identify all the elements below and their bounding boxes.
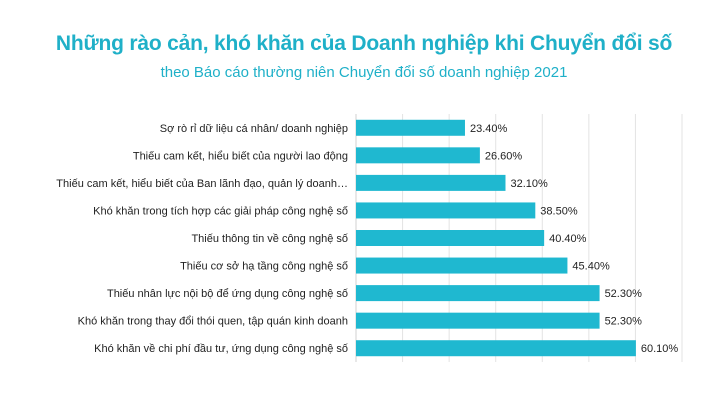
data-label: 38.50% — [540, 205, 578, 217]
bar — [356, 174, 506, 191]
data-label: 45.40% — [572, 261, 610, 273]
category-label: Khó khăn trong thay đổi thói quen, tập q… — [78, 316, 348, 328]
category-label: Khó khăn về chi phí đầu tư, ứng dụng côn… — [94, 343, 348, 355]
bar — [356, 119, 465, 136]
bar — [356, 147, 480, 164]
bar — [356, 285, 600, 302]
bar — [356, 202, 536, 219]
category-label: Thiếu cam kết, hiểu biết của người lao đ… — [133, 150, 348, 162]
data-label: 60.10% — [641, 343, 679, 355]
category-label: Thiếu cam kết, hiểu biết của Ban lãnh đạ… — [56, 178, 348, 190]
bar — [356, 230, 545, 246]
bar — [356, 257, 568, 274]
bar — [356, 340, 636, 357]
category-label: Khó khăn trong tích hợp các giải pháp cô… — [93, 205, 348, 217]
bar — [356, 312, 600, 329]
chart-subtitle: theo Báo cáo thường niên Chuyển đổi số d… — [160, 64, 568, 81]
data-label: 23.40% — [470, 123, 508, 135]
data-label: 40.40% — [549, 233, 587, 245]
chart-title: Những rào cản, khó khăn của Doanh nghiệp… — [55, 32, 673, 55]
category-label: Thiếu cơ sở hạ tầng công nghệ số — [180, 261, 348, 273]
category-label: Thiếu thông tin về công nghệ số — [191, 233, 348, 245]
data-label: 52.30% — [605, 316, 643, 328]
category-label: Sợ rò rỉ dữ liệu cá nhân/ doanh nghiệp — [160, 123, 348, 135]
data-label: 52.30% — [605, 288, 643, 300]
data-label: 26.60% — [485, 150, 523, 162]
data-label: 32.10% — [510, 178, 548, 190]
category-label: Thiếu nhân lực nội bộ để ứng dụng công n… — [107, 288, 348, 300]
